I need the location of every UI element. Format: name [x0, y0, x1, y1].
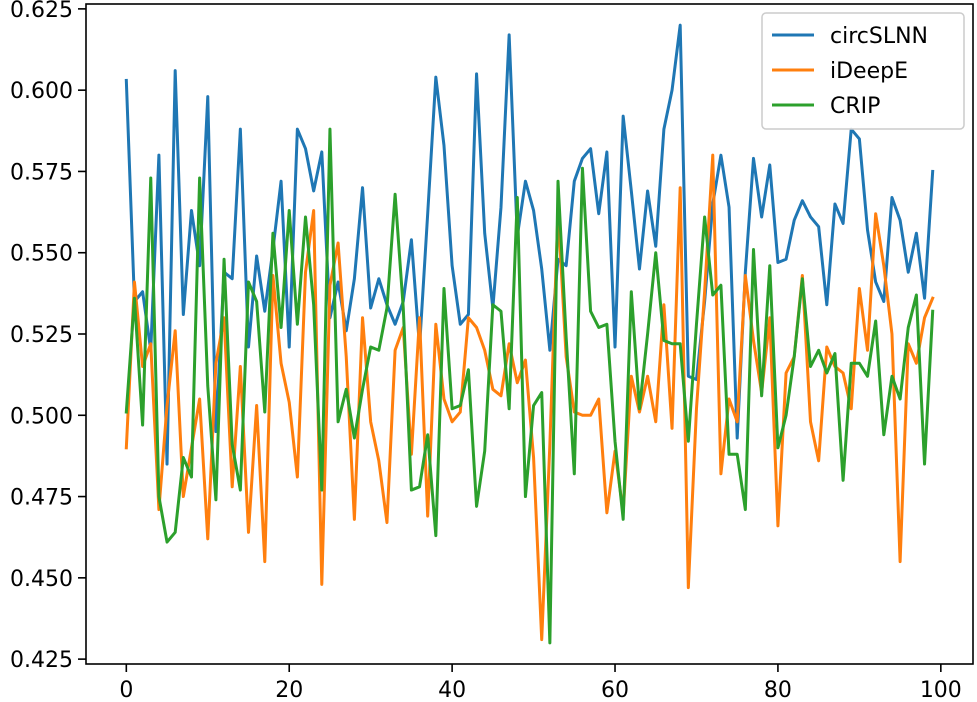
x-tick-label: 60	[601, 678, 629, 702]
legend-label: CRIP	[830, 94, 880, 119]
y-tick-label: 0.575	[10, 160, 73, 185]
y-tick-label: 0.600	[10, 79, 73, 104]
x-tick-label: 20	[275, 678, 303, 702]
y-tick-label: 0.550	[10, 242, 73, 267]
series-line-circSLNN	[124, 23, 935, 466]
legend-label: iDeepE	[830, 59, 908, 84]
series-line-iDeepE	[124, 153, 935, 642]
series-layer	[124, 23, 935, 645]
y-tick-label: 0.525	[10, 323, 73, 348]
y-tick-label: 0.500	[10, 404, 73, 429]
legend-label: circSLNN	[830, 24, 928, 49]
x-tick-label: 100	[920, 678, 962, 702]
x-axis: 0 20 40 60 80 100	[119, 664, 962, 702]
y-tick-label: 0.475	[10, 486, 73, 511]
y-tick-label: 0.450	[10, 567, 73, 592]
x-tick-label: 80	[764, 678, 792, 702]
y-axis: 0.425 0.450 0.475 0.500 0.525 0.550 0.575 0.600…	[10, 0, 86, 673]
x-tick-label: 40	[438, 678, 466, 702]
legend: circSLNN iDeepE CRIP	[761, 12, 965, 130]
series-line-CRIP	[124, 127, 935, 645]
y-tick-label: 0.425	[10, 648, 73, 673]
legend-box	[761, 12, 965, 130]
x-tick-label: 0	[119, 678, 133, 702]
y-tick-label: 0.625	[10, 0, 73, 23]
